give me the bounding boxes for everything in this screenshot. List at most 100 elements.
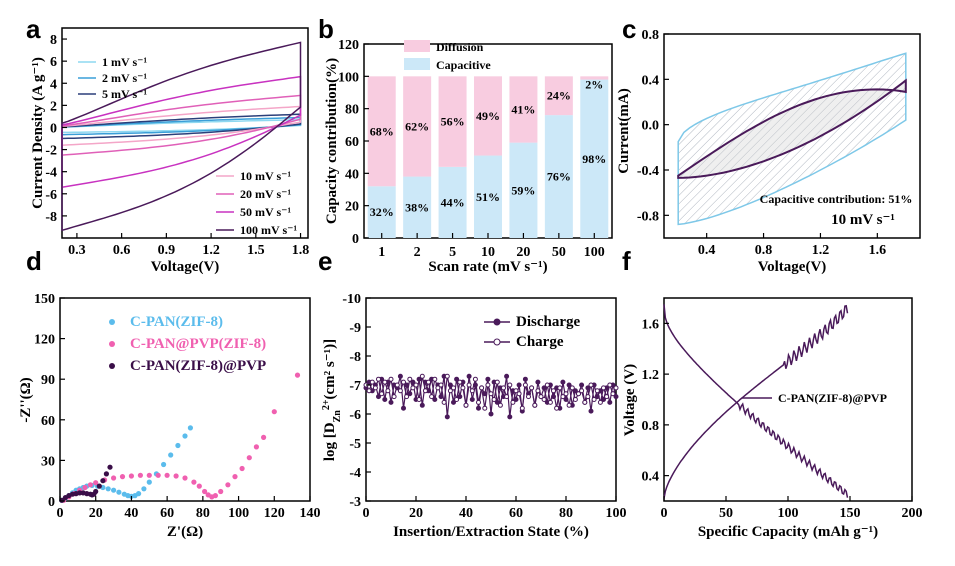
panel-b-xtick-label: 20	[516, 245, 530, 260]
panel-a-xtick-label: 1.8	[292, 243, 310, 258]
diffusion-point-charge	[588, 382, 594, 388]
panel-f-xtick-label: 200	[902, 506, 923, 521]
diffusion-point-charge	[379, 391, 385, 397]
diffusion-point-discharge	[401, 405, 406, 411]
diffusion-point-charge	[576, 391, 581, 397]
panel-f-ytick-label: 1.6	[642, 317, 660, 332]
panel-e-ytick-label: -9	[349, 321, 361, 336]
diffusion-point-charge	[554, 405, 560, 411]
diffusion-point-charge	[497, 402, 503, 408]
nyquist-point	[116, 489, 122, 495]
diffusion-point-charge	[382, 379, 388, 385]
diffusion-point-discharge	[419, 402, 425, 408]
bar-capacitive	[403, 176, 432, 238]
panel-e-legend-marker	[493, 338, 501, 346]
panel-e-ytick-label: -4	[349, 466, 361, 481]
panel-label-f: f	[622, 246, 631, 276]
panel-c-xlabel: Voltage(V)	[758, 259, 827, 275]
nyquist-point	[87, 482, 93, 488]
diffusion-point-charge	[438, 382, 444, 388]
panel-d-legend-marker	[109, 341, 115, 347]
nyquist-point	[187, 425, 193, 431]
diffusion-point-charge	[429, 394, 435, 400]
bar-capacitive	[509, 142, 538, 238]
nyquist-point	[141, 486, 147, 492]
diffusion-point-charge	[366, 388, 372, 394]
panel-e-legend-label: Discharge	[516, 314, 580, 330]
panel-c-xtick-label: 1.6	[869, 243, 887, 258]
panel-b-ytick-label: 80	[345, 103, 359, 118]
panel-b-ytick-label: 120	[338, 38, 359, 53]
nyquist-point	[103, 471, 109, 477]
panel-e-xlabel: Insertion/Extraction State (%)	[393, 524, 589, 540]
diffusion-point-charge	[391, 394, 397, 400]
panel-d-legend-marker	[109, 363, 115, 369]
diffusion-point-discharge	[397, 373, 403, 379]
panel-a-xtick-label: 1.5	[247, 243, 265, 258]
diffusion-point-charge	[451, 385, 456, 391]
diffusion-point-charge	[547, 399, 553, 405]
panel-b-xlabel: Scan rate (mV s⁻¹)	[428, 259, 547, 275]
diffusion-point-charge	[519, 405, 525, 411]
diffusion-point-discharge	[416, 376, 422, 382]
diffusion-point-charge	[472, 376, 478, 382]
panel-a-legend-label: 100 mV s⁻¹	[240, 223, 297, 237]
nyquist-point	[168, 452, 174, 458]
nyquist-point	[100, 478, 106, 484]
panel-d-legend-marker	[109, 319, 115, 325]
panel-e-ytick-label: -5	[349, 437, 361, 452]
panel-b-legend-label: Capacitive	[436, 58, 491, 72]
bar-label-diffusion: 62%	[405, 119, 429, 133]
diffusion-point-charge	[597, 399, 603, 405]
diffusion-point-charge	[491, 397, 497, 402]
nyquist-point	[96, 483, 102, 489]
diffusion-point-charge	[551, 388, 556, 394]
bar-diffusion	[580, 76, 609, 80]
diffusion-point-charge	[385, 388, 391, 394]
panel-f-xtick-label: 150	[840, 506, 861, 521]
bar-label-capacitive: 38%	[405, 200, 429, 214]
nyquist-point	[253, 444, 259, 450]
diffusion-point-charge	[569, 385, 575, 391]
panel-b-ytick-label: 0	[352, 232, 359, 247]
diffusion-point-discharge	[607, 399, 613, 405]
diffusion-point-charge	[416, 397, 422, 402]
cv-capacitive-curve	[677, 78, 907, 179]
nyquist-point	[146, 472, 152, 478]
panel-d-xtick-label: 40	[124, 506, 138, 521]
cv-curve-10mV	[61, 105, 302, 146]
cv-curve-5mV	[61, 113, 302, 140]
panel-f-xtick-label: 100	[778, 506, 799, 521]
diffusion-point-charge	[538, 394, 544, 400]
panel-a-ytick-label: 2	[50, 99, 57, 114]
nyquist-point	[239, 465, 245, 472]
diffusion-point-discharge	[376, 394, 381, 400]
diffusion-point-charge	[466, 382, 472, 388]
panel-c-xtick-label: 0.8	[755, 243, 773, 258]
diffusion-point-charge	[579, 388, 585, 394]
panel-b-legend-swatch	[404, 58, 430, 70]
diffusion-point-charge	[529, 385, 535, 391]
panel-b-xtick-label: 2	[414, 245, 421, 260]
nyquist-point	[111, 487, 117, 493]
cv-curve-50mV	[61, 75, 302, 189]
panel-a-legend-label: 5 mV s⁻¹	[102, 87, 147, 101]
gcd-charge-curve	[663, 304, 849, 499]
panel-e-ylabel: log [DZn2+(cm² s⁻¹)]	[321, 339, 343, 461]
diffusion-point-charge	[526, 394, 531, 400]
diffusion-point-discharge	[454, 376, 460, 382]
panel-b-xtick-label: 50	[552, 245, 566, 260]
diffusion-point-discharge	[485, 376, 491, 382]
bar-capacitive	[438, 166, 467, 238]
panel-d-xtick-label: 80	[196, 506, 210, 521]
diffusion-point-charge	[504, 394, 510, 400]
panel-c-annotation: Capacitive contribution: 51%	[760, 192, 913, 206]
panel-f-legend-label: C-PAN(ZIF-8)@PVP	[778, 391, 887, 405]
bar-diffusion	[544, 76, 573, 116]
bar-label-capacitive: 44%	[441, 195, 465, 209]
diffusion-point-discharge	[407, 391, 413, 397]
nyquist-point	[107, 464, 113, 470]
nyquist-point	[77, 490, 83, 496]
panel-label-c: c	[622, 14, 636, 44]
